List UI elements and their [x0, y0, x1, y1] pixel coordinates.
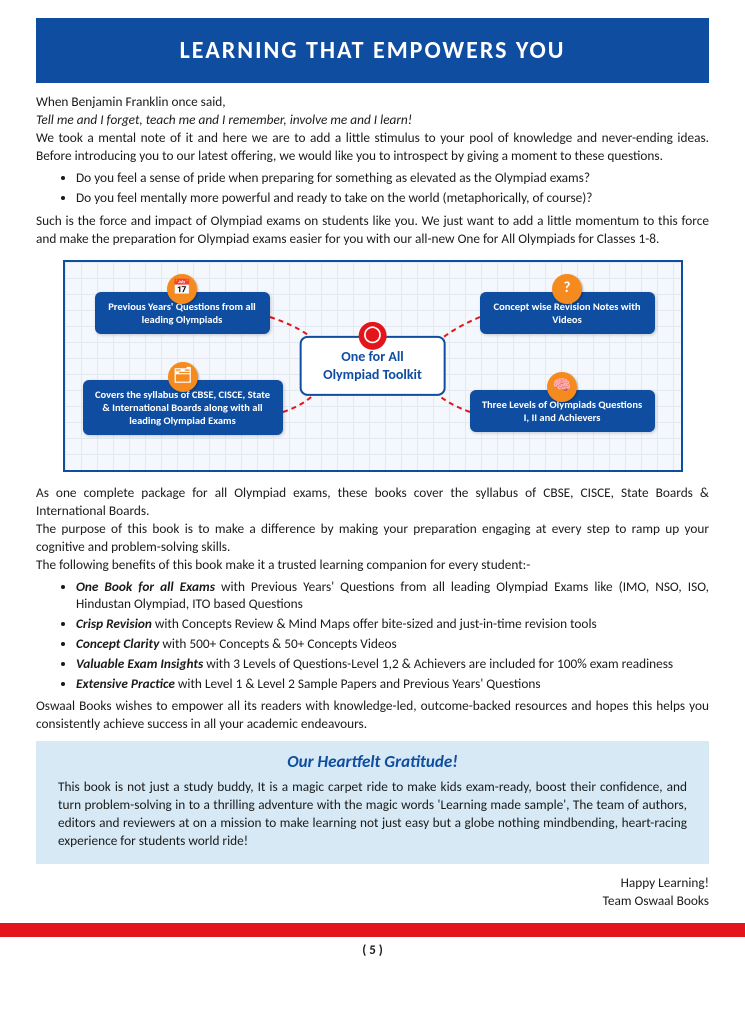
mid-paragraph-3: The following benefits of this book make… [36, 556, 709, 574]
node-syllabus: 🗂 Covers the syllabus of CBSE, CISCE, St… [83, 380, 283, 435]
page-number: ( 5 ) [0, 937, 745, 972]
page-title: LEARNING THAT EMPOWERS YOU [36, 18, 709, 83]
node-center-toolkit: ◯ One for All Olympiad Toolkit [299, 336, 446, 396]
question-2: Do you feel mentally more powerful and r… [76, 189, 709, 208]
signoff-line-2: Team Oswaal Books [36, 892, 709, 911]
mid-paragraph-2: The purpose of this book is to make a di… [36, 520, 709, 556]
signoff: Happy Learning! Team Oswaal Books [36, 874, 709, 911]
toolkit-diagram: 📅 Previous Years' Questions from all lea… [63, 260, 683, 472]
calendar-icon: 📅 [167, 274, 197, 304]
gratitude-title: Our Heartfelt Gratitude! [58, 751, 687, 772]
node-revision-notes: ? Concept wise Revision Notes with Video… [480, 292, 655, 334]
node-previous-years: 📅 Previous Years' Questions from all lea… [95, 292, 270, 334]
signoff-line-1: Happy Learning! [36, 874, 709, 893]
center-line-1: One for All [323, 348, 422, 366]
benefit-1: One Book for all Exams with Previous Yea… [76, 578, 709, 614]
mid-paragraph-1: As one complete package for all Olympiad… [36, 484, 709, 520]
introspection-questions: Do you feel a sense of pride when prepar… [36, 169, 709, 208]
gratitude-text: This book is not just a study buddy, It … [58, 778, 687, 850]
benefit-5: Extensive Practice with Level 1 & Level … [76, 675, 709, 693]
node-three-levels: 🧠 Three Levels of Olympiads Questions I,… [470, 390, 655, 432]
question-icon: ? [552, 274, 582, 304]
intro-paragraph-2: Such is the force and impact of Olympiad… [36, 212, 709, 248]
center-logo-icon: ◯ [358, 322, 386, 350]
franklin-quote: Tell me and I forget, teach me and I rem… [36, 111, 709, 129]
boards-icon: 🗂 [168, 362, 198, 392]
center-line-2: Olympiad Toolkit [323, 366, 422, 384]
intro-paragraph: We took a mental note of it and here we … [36, 129, 709, 165]
node-text: Covers the syllabus of CBSE, CISCE, Stat… [95, 388, 270, 427]
benefits-list: One Book for all Exams with Previous Yea… [36, 578, 709, 694]
gratitude-box: Our Heartfelt Gratitude! This book is no… [36, 741, 709, 864]
outro-paragraph: Oswaal Books wishes to empower all its r… [36, 697, 709, 733]
brain-icon: 🧠 [547, 372, 577, 402]
intro-line-1: When Benjamin Franklin once said, [36, 93, 709, 111]
question-1: Do you feel a sense of pride when prepar… [76, 169, 709, 188]
benefit-2: Crisp Revision with Concepts Review & Mi… [76, 615, 709, 633]
benefit-4: Valuable Exam Insights with 3 Levels of … [76, 655, 709, 673]
benefit-3: Concept Clarity with 500+ Concepts & 50+… [76, 635, 709, 653]
footer-red-bar [0, 923, 745, 937]
